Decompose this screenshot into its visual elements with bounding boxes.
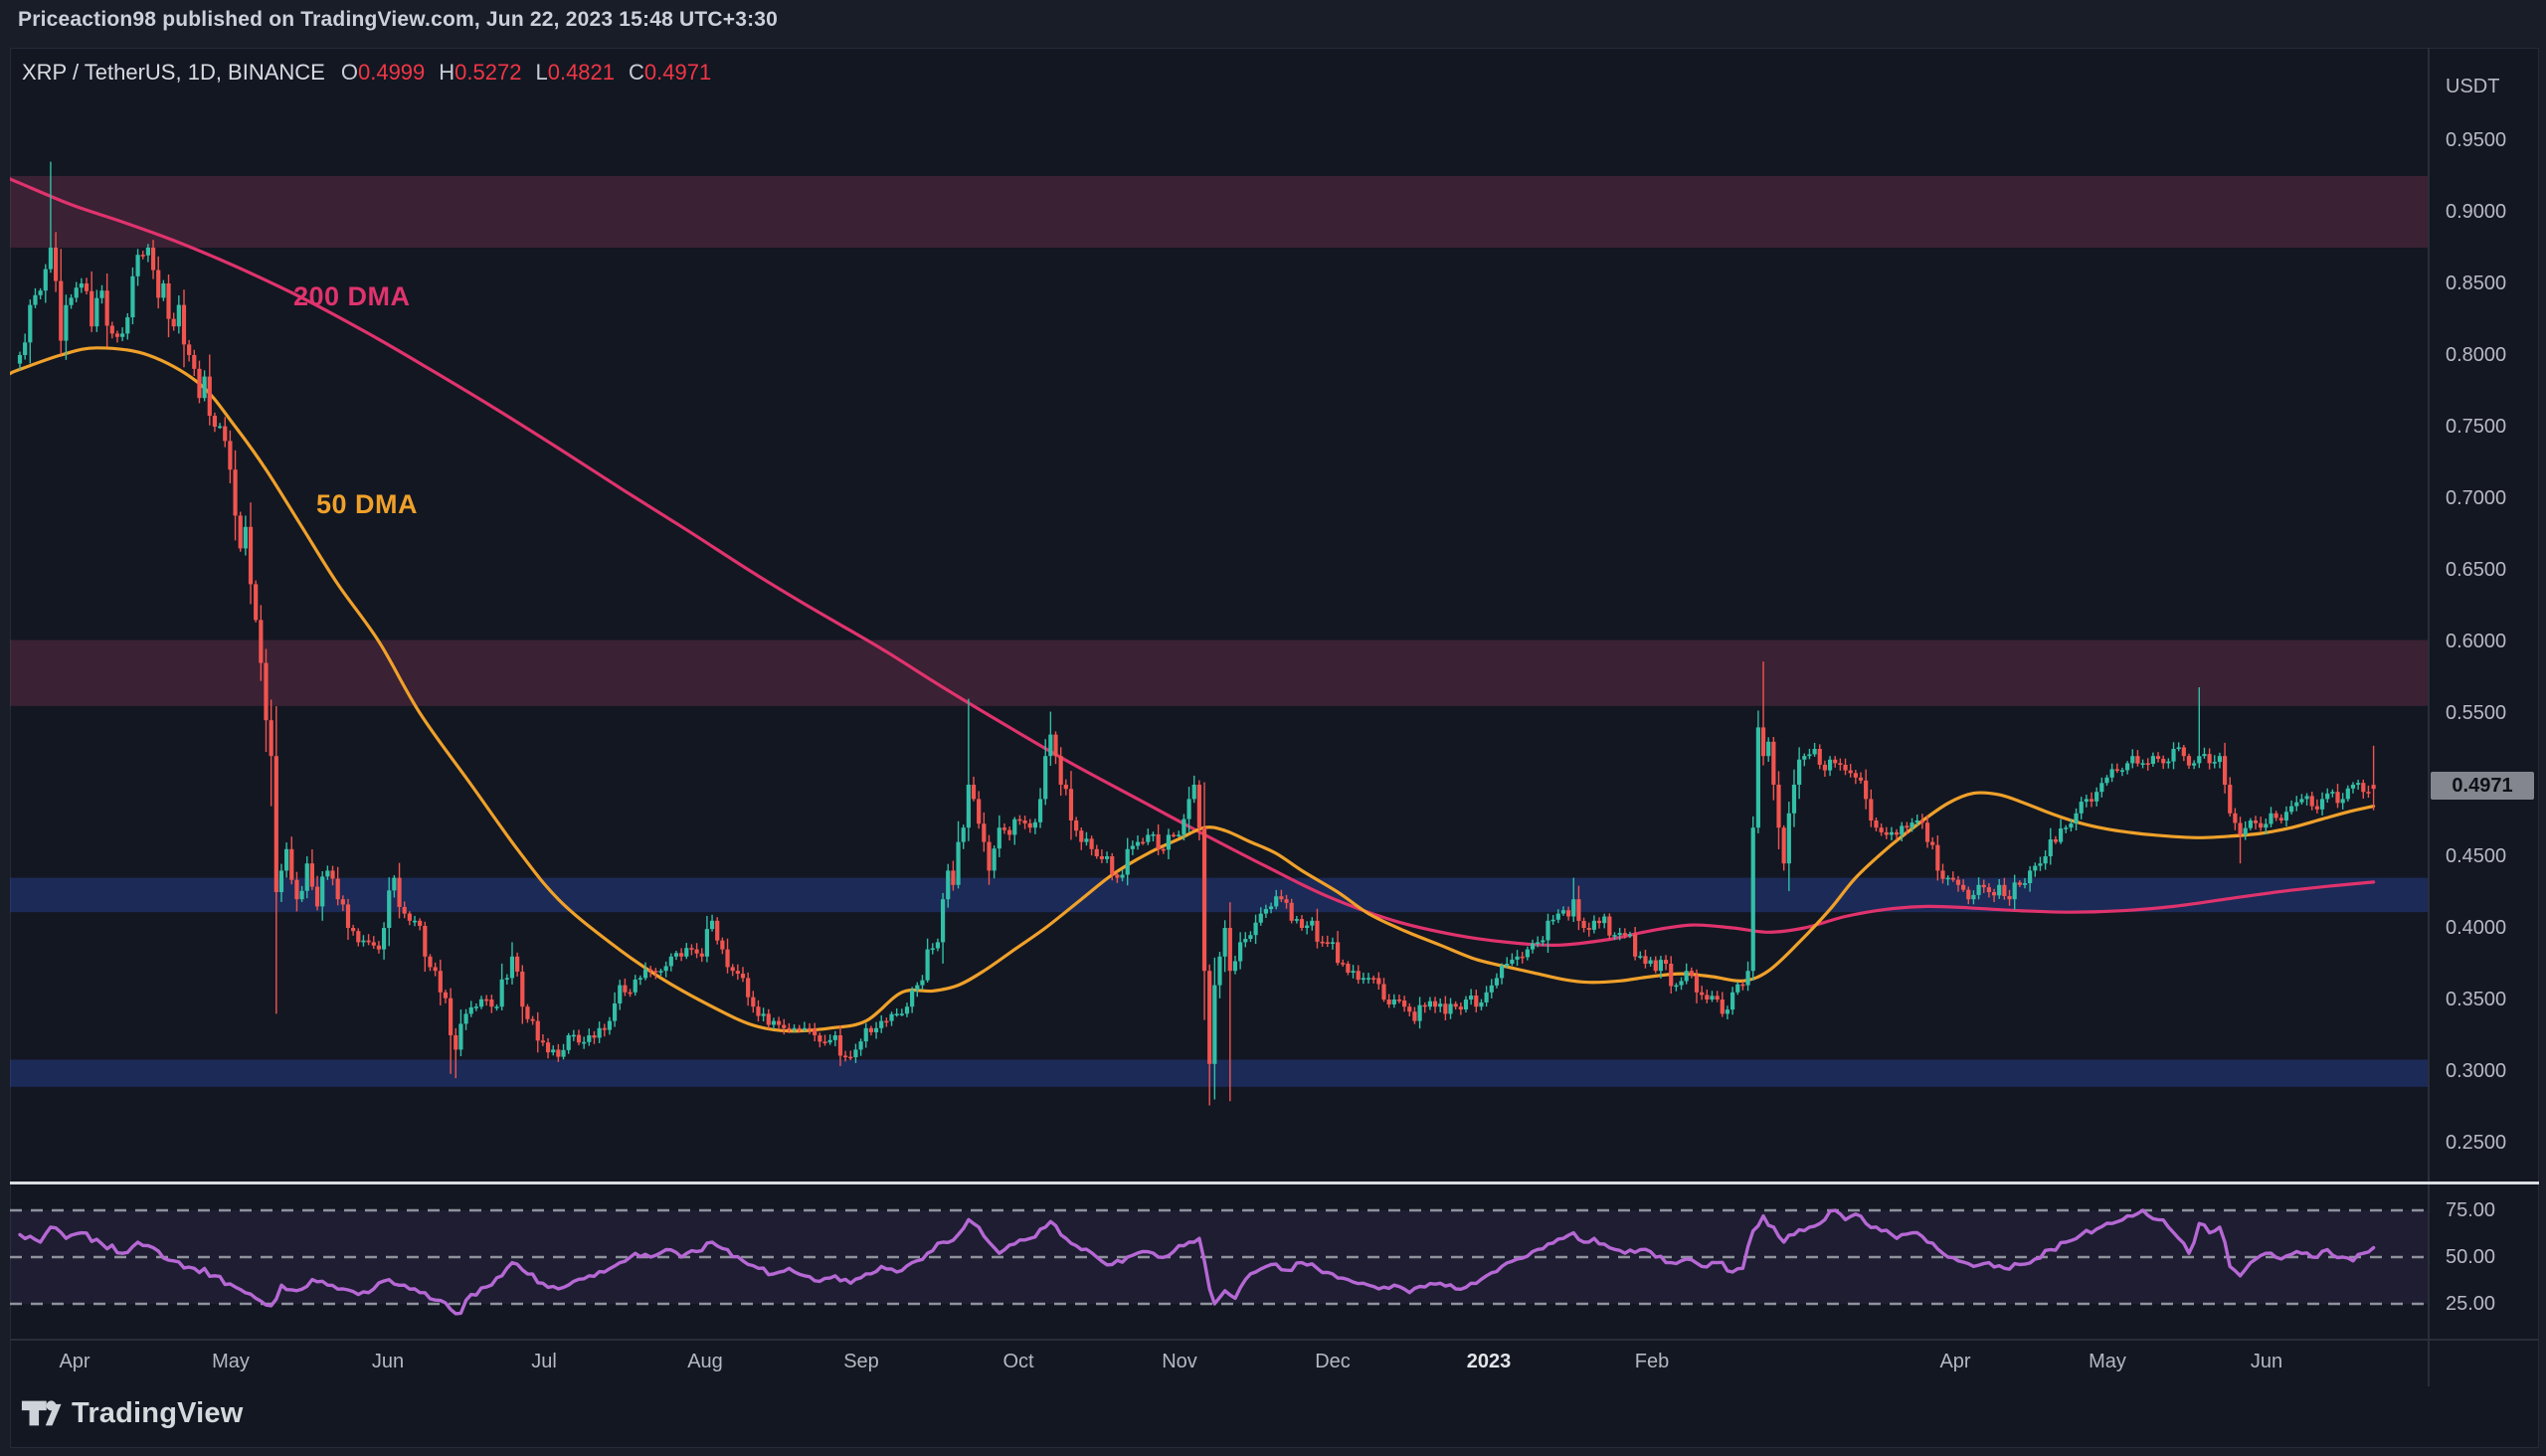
price-tick-0.3500: 0.3500	[2446, 989, 2507, 1010]
price-tick-0.6500: 0.6500	[2446, 559, 2507, 581]
open-value: 0.4999	[357, 60, 426, 85]
chart-legend: XRP / TetherUS, 1D, BINANCE O 0.4999 H 0.5…	[22, 60, 711, 86]
time-tick-Jul: Jul	[531, 1351, 557, 1372]
tradingview-logo-icon	[21, 1400, 62, 1426]
time-tick-Aug: Aug	[687, 1351, 723, 1372]
time-tick-2023: 2023	[1466, 1351, 1512, 1372]
symbol-title: XRP / TetherUS, 1D, BINANCE	[22, 60, 325, 85]
price-tick-0.8500: 0.8500	[2446, 273, 2507, 294]
price-tick-0.4000: 0.4000	[2446, 917, 2507, 939]
time-tick-Jun: Jun	[371, 1351, 405, 1372]
ohlc-values: O 0.4999 H 0.5272 L 0.4821 C 0.4971	[341, 60, 711, 86]
price-tick-0.8000: 0.8000	[2446, 344, 2507, 366]
last-price-badge: 0.4971	[2431, 772, 2534, 800]
low-label: L	[535, 60, 548, 85]
time-tick-Sep: Sep	[843, 1351, 879, 1372]
time-tick-Oct: Oct	[1002, 1351, 1034, 1372]
publish-header: Priceaction98 published on TradingView.c…	[18, 8, 779, 31]
time-tick-Apr: Apr	[59, 1351, 91, 1372]
price-tick-0.6000: 0.6000	[2446, 631, 2507, 652]
tradingview-wordmark: TradingView	[72, 1396, 244, 1429]
price-tick-0.2500: 0.2500	[2446, 1132, 2507, 1154]
time-tick-Nov: Nov	[1162, 1351, 1197, 1372]
time-tick-Feb: Feb	[1634, 1351, 1670, 1372]
time-axis-border	[10, 1339, 2539, 1341]
price-tick-0.4500: 0.4500	[2446, 845, 2507, 867]
currency-label: USDT	[2446, 76, 2500, 97]
time-tick-Apr: Apr	[1939, 1351, 1971, 1372]
high-value: 0.5272	[455, 60, 522, 85]
price-tick-0.5500: 0.5500	[2446, 702, 2507, 724]
axis-vertical-border	[2428, 48, 2430, 1386]
tradingview-watermark[interactable]: TradingView	[20, 1392, 244, 1434]
rsi-pane-surface[interactable]	[10, 1185, 2428, 1339]
price-tick-0.9500: 0.9500	[2446, 129, 2507, 151]
price-tick-0.9000: 0.9000	[2446, 201, 2507, 223]
rsi-tick-75.00: 75.00	[2446, 1199, 2496, 1221]
ma50-label: 50 DMA	[316, 489, 419, 519]
price-pane-surface[interactable]	[10, 48, 2428, 1182]
rsi-tick-50.00: 50.00	[2446, 1246, 2496, 1268]
price-tick-0.7000: 0.7000	[2446, 487, 2507, 509]
time-tick-May: May	[212, 1351, 250, 1372]
low-value: 0.4821	[547, 60, 616, 85]
high-label: H	[439, 60, 455, 85]
time-tick-May: May	[2089, 1351, 2126, 1372]
close-value: 0.4971	[643, 60, 712, 85]
price-tick-0.3000: 0.3000	[2446, 1060, 2507, 1082]
time-tick-Jun: Jun	[2250, 1351, 2283, 1372]
ma200-label: 200 DMA	[293, 281, 411, 311]
time-tick-Dec: Dec	[1315, 1351, 1351, 1372]
pane-separator[interactable]	[10, 1182, 2539, 1184]
rsi-tick-25.00: 25.00	[2446, 1293, 2496, 1315]
close-label: C	[629, 60, 644, 85]
open-label: O	[340, 60, 358, 85]
price-tick-0.7500: 0.7500	[2446, 416, 2507, 438]
